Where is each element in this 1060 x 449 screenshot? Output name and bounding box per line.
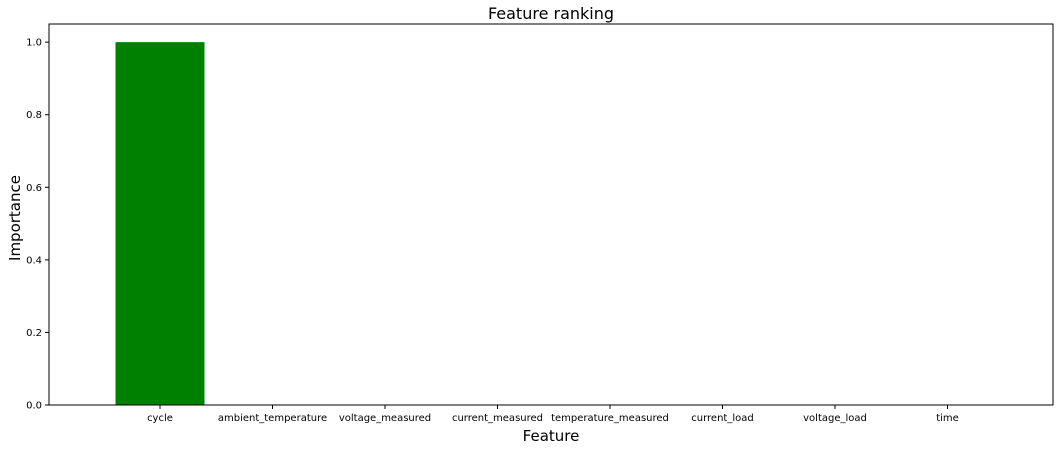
plot-frame (48, 23, 1054, 406)
bars-group (115, 42, 205, 406)
x-tick-label: cycle (147, 413, 173, 424)
y-tick-label: 0.6 (26, 183, 42, 194)
y-tick-label: 0.2 (26, 328, 42, 339)
bar-cycle (115, 42, 205, 406)
y-tick-label: 0.8 (26, 110, 42, 121)
x-tick-label: current_measured (452, 413, 543, 424)
x-axis: cycle ambient_temperature voltage_measured… (147, 405, 959, 424)
x-axis-label: Feature (523, 427, 580, 445)
chart-title: Feature ranking (488, 4, 614, 23)
x-tick-label: voltage_load (803, 413, 867, 424)
y-tick-label: 0.4 (26, 255, 42, 266)
y-axis: 0.0 0.2 0.4 0.6 0.8 1.0 (26, 38, 49, 412)
y-axis-label: Importance (6, 175, 24, 261)
x-tick-label: temperature_measured (551, 413, 669, 424)
y-tick-label: 1.0 (26, 38, 42, 49)
x-tick-label: ambient_temperature (218, 413, 327, 424)
y-tick-label: 0.0 (26, 401, 42, 412)
x-tick-label: current_load (691, 413, 753, 424)
x-tick-label: voltage_measured (339, 413, 431, 424)
x-tick-label: time (936, 413, 959, 424)
